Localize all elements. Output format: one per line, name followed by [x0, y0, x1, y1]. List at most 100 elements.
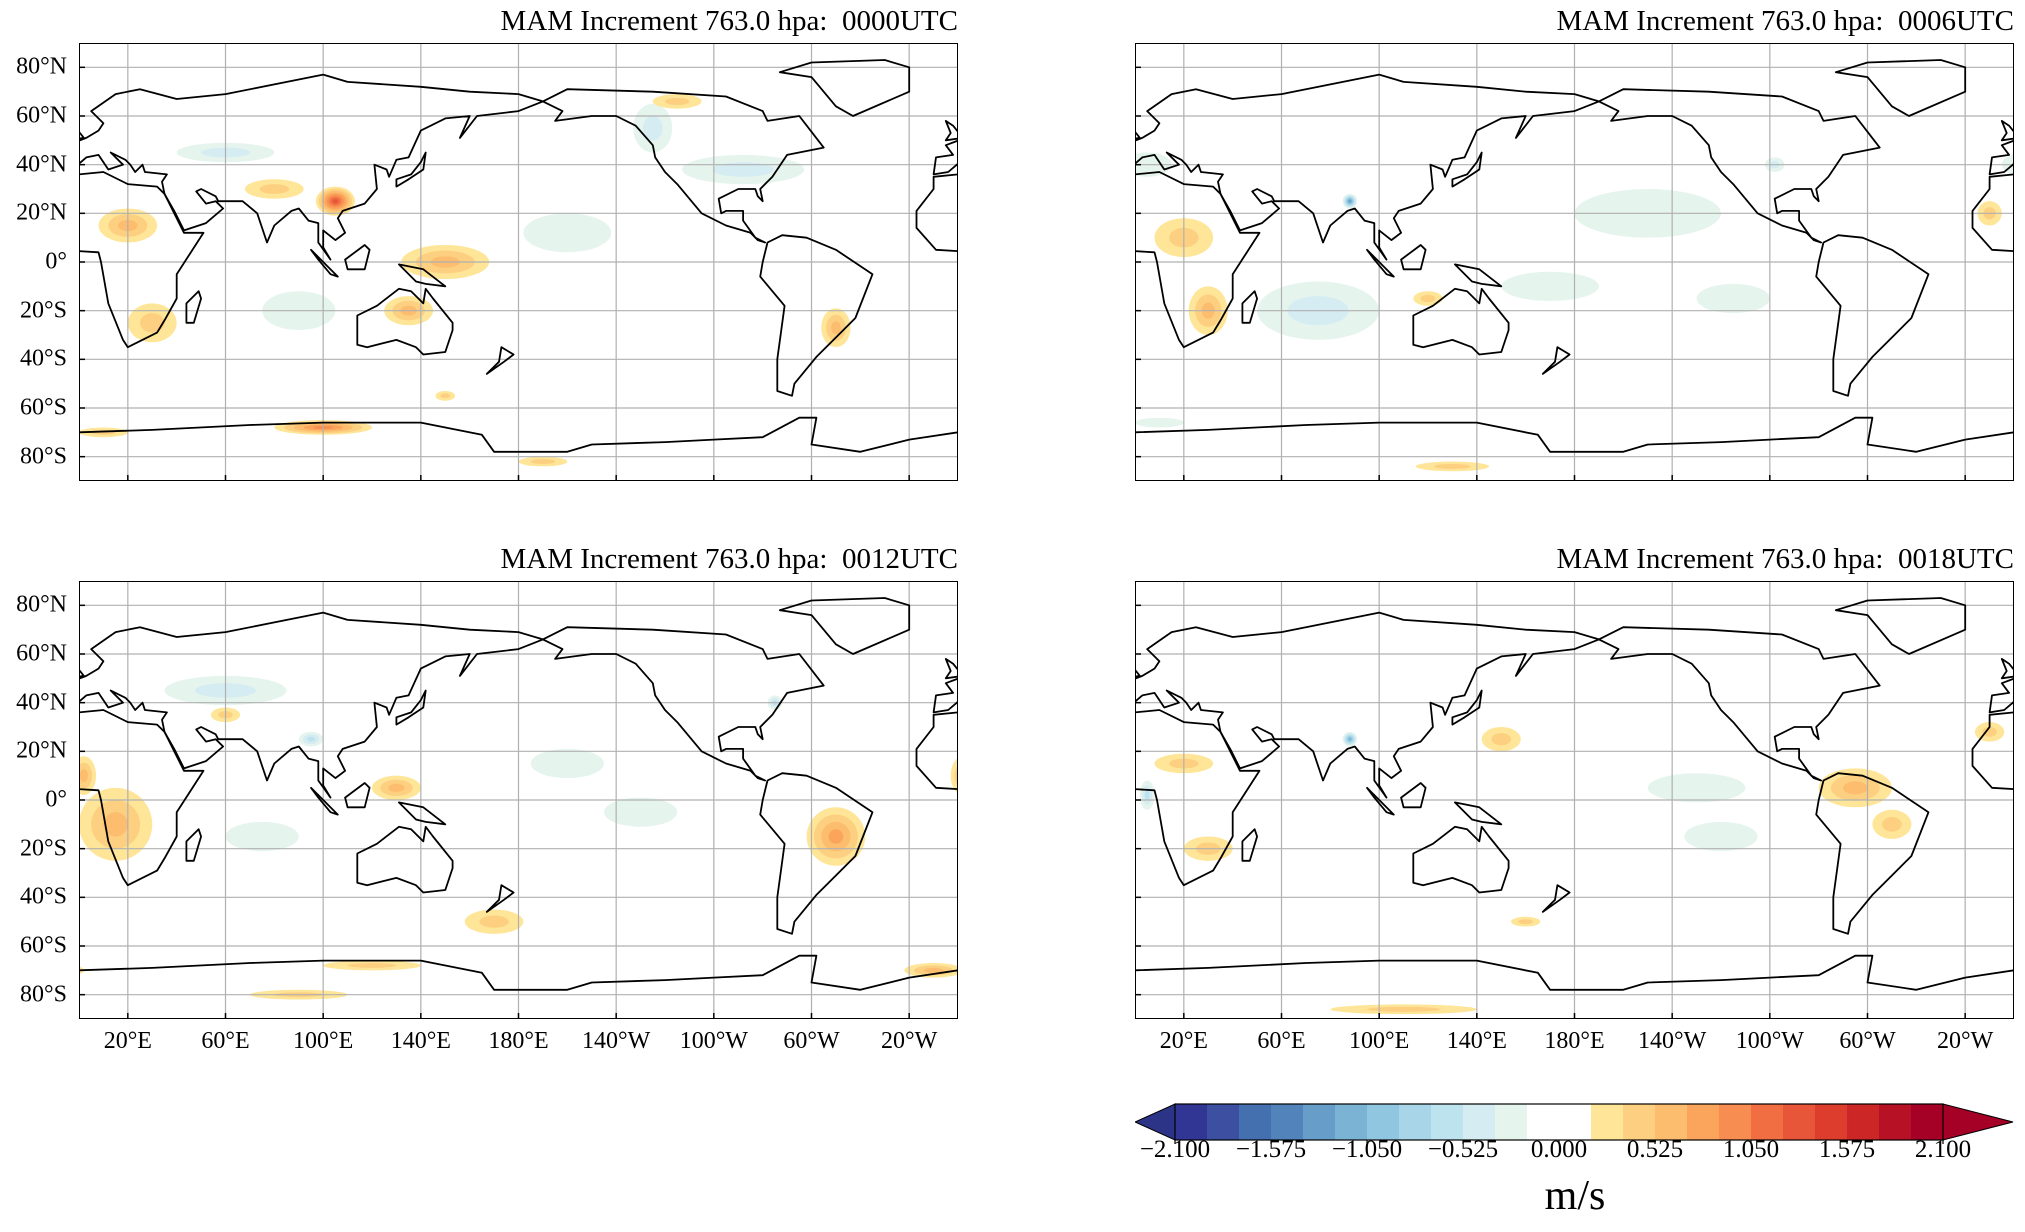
increment-contour: [643, 116, 663, 141]
colorbar-bin: [1303, 1104, 1336, 1140]
coastline-north-america: [1597, 88, 1881, 244]
lat-tick-label: 40°N: [16, 689, 67, 716]
coastline-antarctica: [1135, 416, 2014, 481]
increment-contour: [1501, 271, 1599, 301]
lon-tick-label: 140°W: [582, 1028, 651, 1054]
colorbar-tick-label: 1.050: [1722, 1136, 1780, 1163]
coastline-borneo: [1400, 244, 1427, 271]
coastline-britain: [79, 668, 85, 678]
coastline-borneo: [1400, 782, 1427, 809]
increment-contour: [1491, 733, 1512, 746]
lon-tick-label: 60°E: [201, 1028, 250, 1054]
lon-tick-label: 140°W: [1638, 1028, 1707, 1054]
colorbar-extend-max: [1942, 1103, 2014, 1141]
lat-tick-label: 80°S: [20, 981, 67, 1008]
colorbar-bin: [1431, 1104, 1464, 1140]
coastline-north-america: [541, 88, 825, 244]
coastline-north-america: [1597, 626, 1881, 782]
lon-tick-label: 140°E: [390, 1028, 451, 1054]
lon-tick-label: 60°W: [1839, 1028, 1896, 1054]
increment-contour: [306, 736, 316, 742]
coastline-eurasia: [79, 73, 544, 261]
increment-contour: [1647, 773, 1746, 803]
coastline-africa: [79, 709, 205, 887]
coastline-south-america: [759, 772, 874, 935]
lat-tick-label: 20°N: [16, 737, 67, 764]
coastline-eurasia: [1135, 73, 1600, 261]
coastline-north-america: [541, 626, 825, 782]
colorbar-bin: [1751, 1104, 1784, 1140]
colorbar-bin: [1495, 1104, 1528, 1140]
lon-tick-label: 20°E: [103, 1028, 152, 1054]
coastline-borneo: [344, 782, 371, 809]
increment-contour: [79, 769, 88, 783]
coastline-britain: [1135, 668, 1141, 678]
increment-contour: [950, 757, 958, 794]
colorbar-tick-label: 0.525: [1626, 1136, 1684, 1163]
coastline-sumatra: [310, 248, 339, 278]
increment-contour: [1348, 200, 1351, 203]
colorbar-extend-min: [1135, 1103, 1176, 1141]
colorbar-bin: [1719, 1104, 1752, 1140]
increment-contour: [332, 199, 339, 204]
increment-contour: [1434, 463, 1471, 469]
coastline-greenland: [778, 59, 911, 117]
increment-contour: [259, 184, 289, 194]
increment-contour: [225, 821, 299, 852]
map-canvas: [1135, 43, 2014, 481]
increment-contour: [665, 97, 690, 106]
colorbar-tick-label: −2.100: [1139, 1136, 1211, 1163]
coastline-new-guinea: [1453, 801, 1503, 826]
colorbar-bin: [1175, 1104, 1208, 1140]
coastline-antarctica: [79, 954, 958, 1019]
increment-contour: [479, 915, 509, 928]
increment-contour: [1982, 727, 1997, 737]
increment-contour: [828, 829, 844, 844]
lat-tick-label: 40°S: [20, 345, 67, 372]
coastline-eurasia: [1135, 611, 1600, 799]
coastline-africa: [1971, 173, 2014, 253]
colorbar-unit-label: m/s: [1544, 1173, 1606, 1219]
increment-field: [79, 94, 851, 467]
increment-contour: [523, 213, 612, 253]
coastline-sumatra: [310, 786, 339, 816]
colorbar-bin: [1335, 1104, 1368, 1140]
map-panel-0018utc: MAM Increment 763.0 hpa: 0018UTC 20°E 60°E…: [1135, 543, 2014, 1054]
coastline-new-guinea: [1453, 263, 1503, 288]
increment-contour: [530, 748, 604, 779]
increment-contour: [603, 797, 678, 827]
coastline-africa: [1135, 171, 1261, 349]
lat-tick-label: 0°: [45, 786, 67, 813]
coastline-sumatra: [1366, 786, 1395, 816]
map-canvas: [1135, 581, 2014, 1019]
panel-title: MAM Increment 763.0 hpa: 0000UTC: [500, 5, 959, 37]
increment-contour: [1843, 781, 1868, 795]
lat-tick-label: 60°S: [20, 932, 67, 959]
lat-tick-label: 80°N: [16, 591, 67, 618]
increment-contour: [923, 967, 944, 973]
coastline-greenland: [778, 597, 911, 655]
lat-tick-label: 0°: [45, 248, 67, 275]
increment-contour: [1144, 790, 1150, 800]
colorbar-tick-label: 0.000: [1530, 1136, 1588, 1163]
increment-contour: [103, 812, 128, 837]
coastline-africa: [915, 711, 958, 791]
coastline-britain: [1135, 130, 1141, 140]
coastline-new-zealand: [1541, 884, 1571, 913]
coastline-borneo: [344, 244, 371, 271]
colorbar-tick-label: −1.575: [1235, 1136, 1307, 1163]
coastline-sumatra: [1366, 248, 1395, 278]
coastline-eurasia: [79, 611, 544, 799]
panel-title: MAM Increment 763.0 hpa: 0012UTC: [500, 543, 959, 575]
colorbar-bin: [1687, 1104, 1720, 1140]
lat-tick-label: 20°S: [20, 297, 67, 324]
increment-contour: [1696, 283, 1770, 314]
colorbar-bin: [1623, 1104, 1656, 1140]
increment-contour: [1420, 294, 1436, 303]
coastline-madagascar: [1241, 290, 1258, 324]
increment-contour: [140, 313, 165, 333]
lon-tick-label: 100°W: [679, 1028, 748, 1054]
coastline-australia: [1412, 825, 1510, 894]
colorbar-bin: [1239, 1104, 1272, 1140]
increment-contour: [1882, 817, 1902, 832]
